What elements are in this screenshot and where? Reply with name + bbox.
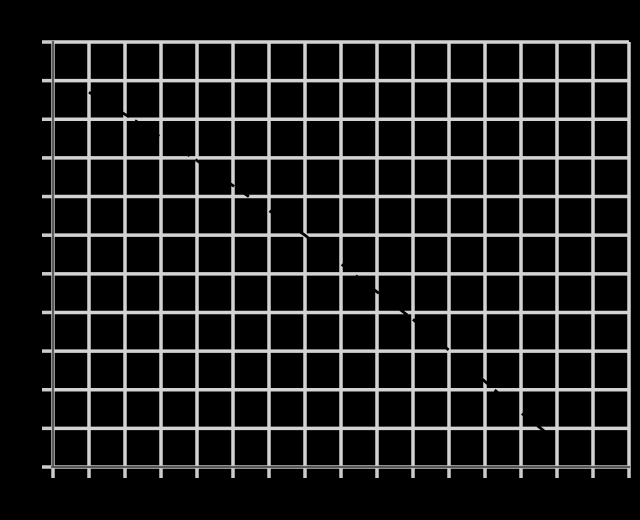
diagonal-dashed-line <box>88 91 546 433</box>
